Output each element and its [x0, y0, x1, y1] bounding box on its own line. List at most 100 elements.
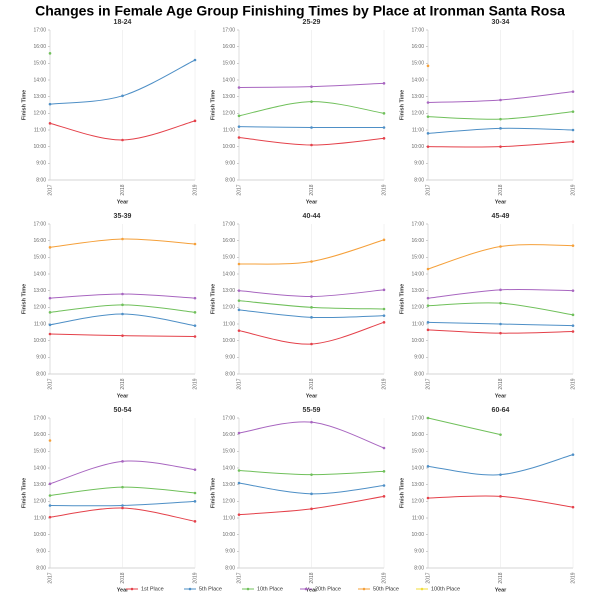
point	[237, 114, 241, 118]
x-tick-label: 2018	[498, 378, 504, 389]
y-tick-label: 15:00	[222, 449, 235, 455]
point	[426, 465, 430, 468]
y-tick-label: 14:00	[33, 77, 46, 83]
y-axis-label: Finish Time	[210, 90, 216, 120]
point	[382, 126, 386, 129]
y-tick-label: 14:00	[222, 77, 235, 83]
point	[382, 321, 386, 324]
x-tick-label: 2017	[236, 184, 242, 195]
point	[237, 262, 241, 266]
y-axis-label: Finish Time	[210, 478, 216, 508]
point	[310, 342, 313, 346]
y-tick-label: 13:00	[33, 94, 46, 100]
point	[48, 311, 52, 314]
y-tick-label: 10:00	[411, 144, 424, 150]
point	[310, 420, 313, 424]
point	[571, 505, 575, 509]
point	[499, 127, 502, 130]
legend-dot	[420, 587, 424, 591]
point	[426, 64, 430, 68]
point	[310, 295, 313, 298]
point	[121, 292, 124, 296]
point	[499, 495, 502, 498]
point	[571, 289, 575, 292]
point	[193, 520, 197, 523]
x-tick-label: 2017	[425, 572, 431, 583]
point	[499, 473, 502, 476]
legend-label: 50th Place	[373, 586, 399, 592]
x-tick-label: 2018	[309, 184, 315, 195]
y-tick-label: 16:00	[33, 432, 46, 438]
y-tick-label: 12:00	[411, 499, 424, 505]
point	[48, 52, 52, 55]
x-tick-label: 2019	[570, 184, 576, 195]
x-tick-label: 2019	[192, 378, 198, 389]
y-axis-label: Finish Time	[21, 90, 27, 120]
y-tick-label: 10:00	[222, 338, 235, 344]
legend-label: 5th Place	[199, 586, 222, 592]
x-tick-label: 2018	[309, 572, 315, 583]
point	[499, 301, 502, 305]
y-tick-label: 14:00	[222, 465, 235, 471]
x-tick-label: 2018	[498, 572, 504, 583]
y-tick-label: 17:00	[33, 27, 46, 33]
point	[48, 323, 52, 327]
y-tick-label: 17:00	[222, 221, 235, 227]
point	[499, 322, 502, 326]
point	[310, 316, 313, 319]
point	[426, 145, 430, 148]
x-tick-label: 2019	[192, 572, 198, 583]
y-tick-label: 12:00	[33, 111, 46, 117]
y-tick-label: 11:00	[34, 321, 46, 327]
y-tick-label: 14:00	[222, 271, 235, 277]
legend-label: 100th Place	[431, 586, 460, 592]
y-tick-label: 14:00	[411, 465, 424, 471]
point	[382, 446, 386, 450]
y-tick-label: 14:00	[33, 271, 46, 277]
panel-title: 40-44	[303, 213, 321, 220]
point	[237, 299, 241, 302]
point	[121, 506, 124, 510]
y-tick-label: 16:00	[33, 238, 46, 244]
y-tick-label: 13:00	[411, 288, 424, 294]
y-axis-label: Finish Time	[21, 284, 27, 314]
y-tick-label: 11:00	[34, 515, 46, 521]
point	[426, 416, 430, 420]
point	[193, 296, 197, 300]
x-axis-label: Year	[117, 393, 129, 399]
point	[237, 86, 241, 89]
x-tick-label: 2018	[120, 184, 126, 195]
point	[499, 331, 502, 335]
y-tick-label: 11:00	[223, 321, 235, 327]
y-tick-label: 9:00	[36, 161, 46, 167]
x-tick-label: 2017	[47, 378, 53, 389]
y-tick-label: 16:00	[411, 238, 424, 244]
x-tick-label: 2018	[498, 184, 504, 195]
x-tick-label: 2017	[47, 572, 53, 583]
point	[571, 90, 575, 93]
y-tick-label: 9:00	[225, 549, 235, 555]
point	[382, 307, 386, 311]
y-tick-label: 8:00	[36, 371, 46, 377]
y-tick-label: 17:00	[222, 415, 235, 421]
y-tick-label: 17:00	[411, 27, 424, 33]
point	[193, 119, 197, 123]
point	[193, 335, 197, 338]
point	[48, 102, 52, 106]
y-tick-label: 8:00	[225, 177, 235, 183]
point	[121, 485, 124, 489]
y-tick-label: 13:00	[222, 94, 235, 100]
x-axis-label: Year	[306, 393, 318, 399]
y-tick-label: 10:00	[33, 338, 46, 344]
x-axis-label: Year	[306, 199, 318, 205]
point	[48, 246, 52, 249]
point	[121, 94, 124, 98]
point	[571, 453, 575, 456]
point	[193, 324, 197, 327]
y-tick-label: 11:00	[412, 321, 424, 327]
y-tick-label: 8:00	[225, 565, 235, 571]
point	[121, 334, 124, 337]
x-axis-label: Year	[117, 199, 129, 205]
point	[193, 491, 197, 495]
point	[48, 296, 52, 300]
